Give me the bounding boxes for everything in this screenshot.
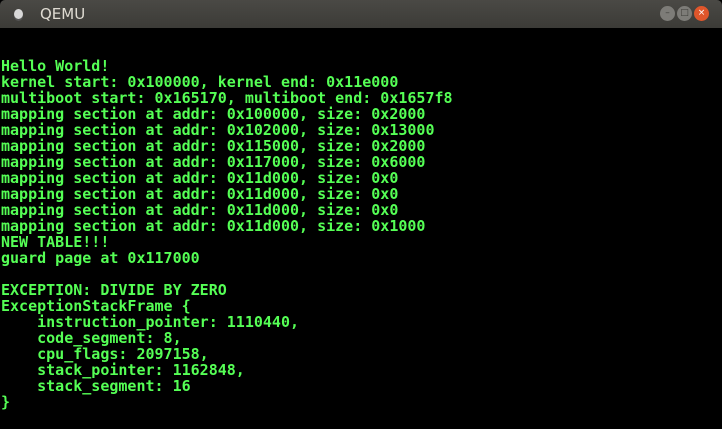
maximize-icon[interactable]: □	[677, 6, 692, 21]
console-line	[1, 266, 453, 282]
console-line: multiboot start: 0x165170, multiboot end…	[1, 89, 453, 107]
console-line: instruction_pointer: 1110440,	[1, 313, 300, 331]
console-line: guard page at 0x117000	[1, 249, 200, 267]
vm-display[interactable]: Hello World! kernel start: 0x100000, kern…	[0, 28, 722, 429]
minimize-icon[interactable]: –	[660, 6, 675, 21]
console-line: kernel start: 0x100000, kernel end: 0x11…	[1, 73, 399, 91]
console-output: Hello World! kernel start: 0x100000, kern…	[1, 58, 453, 410]
console-line: stack_segment: 16	[1, 377, 191, 395]
console-line: code_segment: 8,	[1, 329, 182, 347]
qemu-app-icon	[14, 9, 23, 19]
console-line: mapping section at addr: 0x117000, size:…	[1, 153, 426, 171]
console-line: NEW TABLE!!!	[1, 233, 110, 251]
close-icon[interactable]: ×	[694, 6, 709, 21]
console-line: cpu_flags: 2097158,	[1, 345, 209, 363]
console-line: EXCEPTION: DIVIDE BY ZERO	[1, 281, 227, 299]
console-line: mapping section at addr: 0x11d000, size:…	[1, 185, 399, 203]
window-title: QEMU	[40, 5, 86, 23]
window-titlebar[interactable]: QEMU – □ ×	[0, 0, 722, 28]
console-line: stack_pointer: 1162848,	[1, 361, 245, 379]
console-line: mapping section at addr: 0x100000, size:…	[1, 105, 426, 123]
console-line: mapping section at addr: 0x11d000, size:…	[1, 169, 399, 187]
console-line: mapping section at addr: 0x115000, size:…	[1, 137, 426, 155]
console-line: mapping section at addr: 0x11d000, size:…	[1, 217, 426, 235]
console-line: Hello World!	[1, 57, 110, 75]
console-line: }	[1, 393, 11, 411]
console-line: mapping section at addr: 0x11d000, size:…	[1, 201, 399, 219]
console-line: mapping section at addr: 0x102000, size:…	[1, 121, 435, 139]
console-line: ExceptionStackFrame {	[1, 297, 191, 315]
